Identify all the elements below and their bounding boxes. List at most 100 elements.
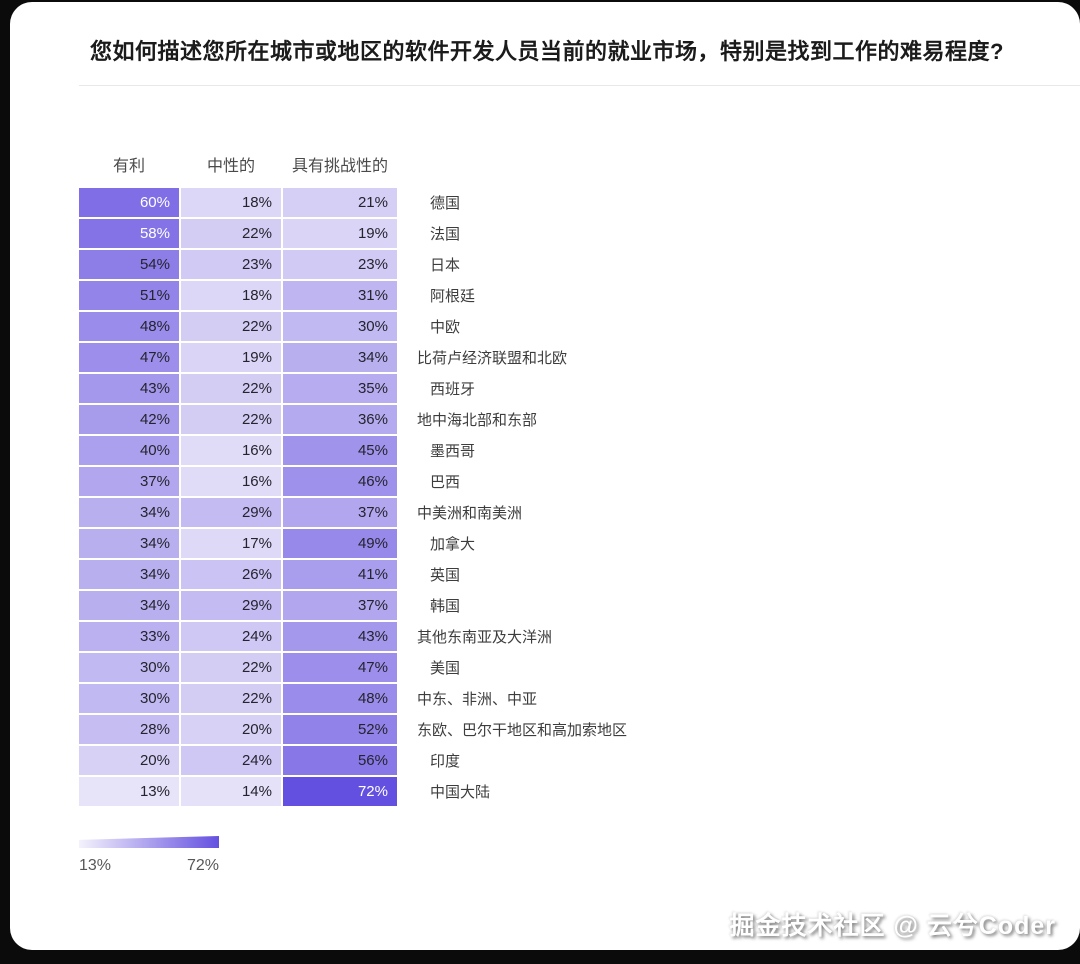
value-cell: 19%	[181, 343, 281, 372]
value-cell: 36%	[283, 405, 397, 434]
value-cell: 46%	[283, 467, 397, 496]
region-label: 英国	[430, 567, 461, 584]
watermark: 掘金技术社区 @ 云兮Coder	[729, 912, 1056, 940]
value-cell: 23%	[283, 250, 397, 279]
region-label: 美国	[430, 660, 461, 677]
value-cell: 16%	[181, 436, 281, 465]
value-cell: 20%	[79, 746, 179, 775]
value-cell: 29%	[181, 591, 281, 620]
region-label: 中美洲和南美洲	[417, 505, 523, 522]
heatmap-row: 33% 24% 43% 其他东南亚及大洋洲	[79, 622, 1080, 651]
heatmap-row: 13% 14% 72% 中国大陆	[79, 777, 1080, 806]
heatmap-row: 47% 19% 34% 比荷卢经济联盟和北欧	[79, 343, 1080, 372]
value-cell: 22%	[181, 653, 281, 682]
value-cell: 34%	[79, 498, 179, 527]
value-cell: 22%	[181, 684, 281, 713]
heatmap-rows: 60% 18% 21% 德国 58% 22% 19% 法国 54% 23% 23% 日本 51% 18% 3…	[79, 188, 1080, 806]
heatmap-row: 34% 29% 37% 中美洲和南美洲	[79, 498, 1080, 527]
region-label: 日本	[430, 257, 461, 274]
value-cell: 18%	[181, 188, 281, 217]
column-header-neutral: 中性的	[206, 158, 255, 175]
value-cell: 42%	[79, 405, 179, 434]
value-cell: 56%	[283, 746, 397, 775]
value-cell: 49%	[283, 529, 397, 558]
value-cell: 48%	[79, 312, 179, 341]
column-header-challenging: 具有挑战性的	[291, 158, 388, 175]
value-cell: 34%	[79, 560, 179, 589]
value-cell: 37%	[283, 498, 397, 527]
value-cell: 35%	[283, 374, 397, 403]
region-label: 东欧、巴尔干地区和高加索地区	[417, 722, 628, 739]
value-cell: 22%	[181, 312, 281, 341]
value-cell: 43%	[283, 622, 397, 651]
heatmap-row: 54% 23% 23% 日本	[79, 250, 1080, 279]
region-label: 阿根廷	[430, 288, 476, 305]
value-cell: 24%	[181, 622, 281, 651]
employment-market-heatmap: 有利 中性的 具有挑战性的 60% 18% 21% 德国 58% 22% 19% 法国 54% 2…	[10, 152, 1080, 875]
value-cell: 37%	[79, 467, 179, 496]
value-cell: 41%	[283, 560, 397, 589]
value-cell: 40%	[79, 436, 179, 465]
legend-min-label: 13%	[79, 857, 112, 874]
value-cell: 30%	[283, 312, 397, 341]
legend-max-label: 72%	[186, 857, 219, 874]
region-label: 墨西哥	[430, 443, 476, 460]
region-label: 中国大陆	[430, 784, 491, 801]
value-cell: 43%	[79, 374, 179, 403]
value-cell: 29%	[181, 498, 281, 527]
heatmap-row: 30% 22% 47% 美国	[79, 653, 1080, 682]
value-cell: 22%	[181, 219, 281, 248]
value-cell: 30%	[79, 684, 179, 713]
region-label: 印度	[430, 753, 461, 770]
heatmap-row: 43% 22% 35% 西班牙	[79, 374, 1080, 403]
content-card: 您如何描述您所在城市或地区的软件开发人员当前的就业市场，特别是找到工作的难易程度…	[10, 2, 1080, 950]
value-cell: 33%	[79, 622, 179, 651]
value-cell: 31%	[283, 281, 397, 310]
value-cell: 47%	[79, 343, 179, 372]
divider	[79, 85, 1080, 86]
value-cell: 16%	[181, 467, 281, 496]
heatmap-row: 34% 29% 37% 韩国	[79, 591, 1080, 620]
heatmap-row: 40% 16% 45% 墨西哥	[79, 436, 1080, 465]
color-scale-legend: 13% 72%	[79, 836, 219, 875]
value-cell: 48%	[283, 684, 397, 713]
heatmap-row: 20% 24% 56% 印度	[79, 746, 1080, 775]
value-cell: 47%	[283, 653, 397, 682]
region-label: 中东、非洲、中亚	[417, 691, 538, 708]
heatmap-row: 30% 22% 48% 中东、非洲、中亚	[79, 684, 1080, 713]
heatmap-row: 34% 26% 41% 英国	[79, 560, 1080, 589]
region-label: 韩国	[430, 598, 461, 615]
region-label: 比荷卢经济联盟和北欧	[417, 350, 568, 367]
value-cell: 45%	[283, 436, 397, 465]
value-cell: 34%	[283, 343, 397, 372]
value-cell: 26%	[181, 560, 281, 589]
value-cell: 30%	[79, 653, 179, 682]
value-cell: 54%	[79, 250, 179, 279]
region-label: 德国	[430, 195, 461, 212]
value-cell: 23%	[181, 250, 281, 279]
value-cell: 24%	[181, 746, 281, 775]
heatmap-row: 51% 18% 31% 阿根廷	[79, 281, 1080, 310]
page-title: 您如何描述您所在城市或地区的软件开发人员当前的就业市场，特别是找到工作的难易程度…	[90, 39, 1004, 64]
value-cell: 21%	[283, 188, 397, 217]
value-cell: 28%	[79, 715, 179, 744]
value-cell: 52%	[283, 715, 397, 744]
legend-labels: 13% 72%	[79, 857, 219, 875]
value-cell: 60%	[79, 188, 179, 217]
value-cell: 18%	[181, 281, 281, 310]
region-label: 其他东南亚及大洋洲	[417, 629, 553, 646]
heatmap-row: 48% 22% 30% 中欧	[79, 312, 1080, 341]
value-cell: 34%	[79, 529, 179, 558]
value-cell: 14%	[181, 777, 281, 806]
heatmap-row: 42% 22% 36% 地中海北部和东部	[79, 405, 1080, 434]
heatmap-row: 58% 22% 19% 法国	[79, 219, 1080, 248]
heatmap-row: 28% 20% 52% 东欧、巴尔干地区和高加索地区	[79, 715, 1080, 744]
column-header-favorable: 有利	[112, 158, 145, 175]
region-label: 中欧	[430, 319, 461, 336]
heatmap-row: 37% 16% 46% 巴西	[79, 467, 1080, 496]
heatmap-row: 60% 18% 21% 德国	[79, 188, 1080, 217]
region-label: 法国	[430, 226, 461, 243]
value-cell: 22%	[181, 405, 281, 434]
value-cell: 19%	[283, 219, 397, 248]
gradient-bar	[79, 836, 219, 848]
